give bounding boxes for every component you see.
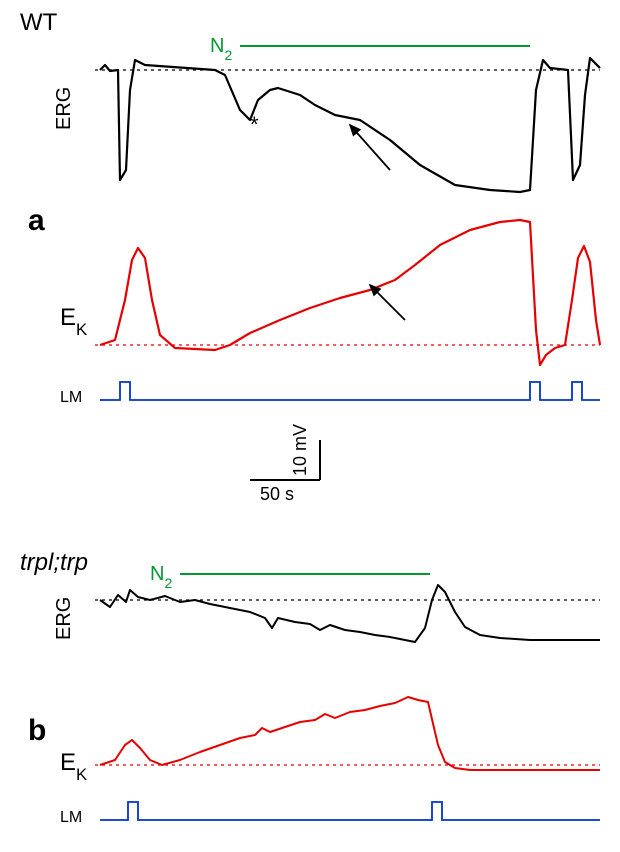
svg-text:N2: N2 [210,35,232,63]
svg-text:LM: LM [60,809,82,826]
svg-text:ERG: ERG [53,87,75,130]
svg-text:*: * [250,112,259,137]
svg-text:10 mV: 10 mV [290,424,310,476]
svg-text:N2: N2 [150,563,172,591]
svg-text:a: a [28,204,45,237]
svg-text:ERG: ERG [53,597,75,640]
svg-text:b: b [28,714,46,747]
svg-text:50 s: 50 s [260,484,294,504]
figure-svg: WT a N2 ERG * EK LM trpl;trp b N2 ERG EK LM 10 mV 50 s [0,0,620,852]
svg-text:EK: EK [60,304,87,339]
svg-text:EK: EK [60,749,87,784]
svg-text:LM: LM [60,389,82,406]
svg-text:trpl;trp: trpl;trp [20,549,88,576]
svg-text:WT: WT [20,9,58,36]
